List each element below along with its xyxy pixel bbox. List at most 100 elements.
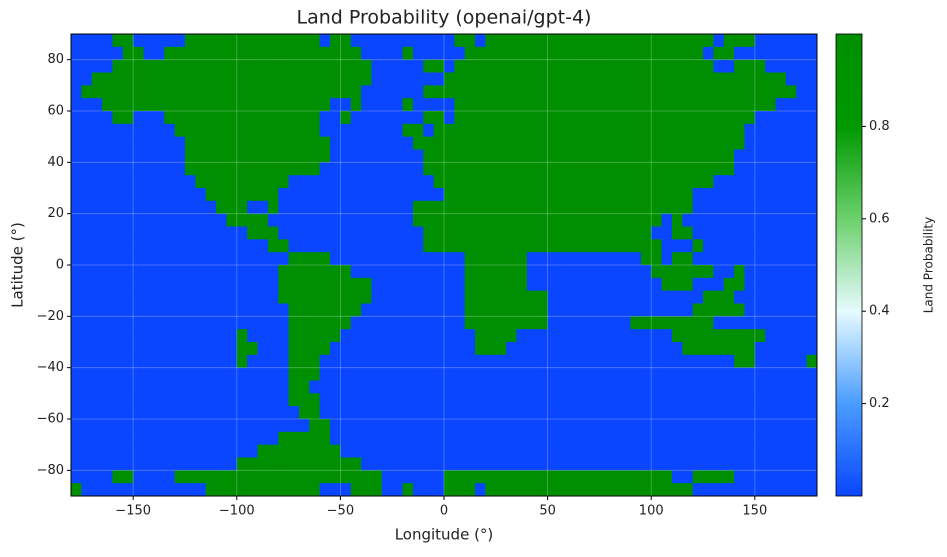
heatmap-cell	[703, 200, 714, 215]
heatmap-cell	[392, 393, 403, 407]
heatmap-cell	[381, 175, 393, 189]
heatmap-cell	[102, 380, 113, 394]
heatmap-cell	[319, 239, 331, 253]
heatmap-cell	[506, 59, 517, 73]
heatmap-cell	[350, 265, 362, 279]
heatmap-cell	[713, 265, 725, 279]
heatmap-cell	[485, 406, 497, 420]
heatmap-cell	[174, 431, 186, 446]
heatmap-cell	[236, 226, 248, 240]
heatmap-cell	[392, 46, 403, 61]
heatmap-cell	[485, 213, 497, 227]
heatmap-cell	[744, 342, 756, 356]
heatmap-cell	[599, 277, 611, 292]
heatmap-cell	[184, 380, 196, 394]
heatmap-cell	[516, 406, 528, 420]
heatmap-cell	[568, 470, 580, 484]
heatmap-cell	[184, 431, 196, 446]
heatmap-cell	[599, 239, 611, 253]
heatmap-cell	[392, 483, 403, 497]
y-tick-label: 20	[47, 206, 64, 221]
heatmap-cell	[703, 136, 714, 150]
heatmap-cell	[164, 188, 176, 202]
heatmap-cell	[257, 213, 269, 227]
heatmap-cell	[236, 213, 248, 227]
heatmap-cell	[568, 406, 580, 420]
heatmap-cell	[319, 380, 331, 394]
heatmap-cell	[754, 149, 766, 163]
heatmap-cell	[661, 162, 673, 176]
heatmap-cell	[537, 265, 549, 279]
heatmap-cell	[278, 329, 289, 343]
heatmap-cell	[671, 419, 683, 433]
heatmap-cell	[516, 111, 528, 125]
heatmap-cell	[91, 354, 103, 369]
heatmap-cell	[713, 367, 725, 381]
heatmap-cell	[371, 290, 383, 304]
colorbar	[835, 33, 863, 497]
heatmap-cell	[298, 265, 310, 279]
heatmap-cell	[309, 188, 321, 202]
heatmap-cell	[796, 46, 808, 61]
heatmap-cell	[288, 46, 300, 61]
heatmap-cell	[278, 393, 289, 407]
heatmap-cell	[630, 329, 642, 343]
heatmap-cell	[734, 46, 745, 61]
heatmap-cell	[216, 444, 227, 458]
heatmap-cell	[71, 34, 82, 48]
heatmap-cell	[495, 354, 507, 369]
heatmap-cell	[361, 277, 372, 292]
heatmap-cell	[371, 123, 383, 138]
heatmap-cell	[81, 252, 93, 266]
heatmap-cell	[133, 354, 144, 369]
heatmap-cell	[71, 252, 82, 266]
heatmap-cell	[661, 303, 673, 317]
heatmap-cell	[381, 252, 393, 266]
heatmap-cell	[557, 329, 569, 343]
heatmap-cell	[630, 277, 642, 292]
heatmap-cell	[744, 354, 756, 369]
heatmap-cell	[112, 470, 124, 484]
heatmap-cell	[454, 483, 466, 497]
heatmap-cell	[765, 123, 776, 138]
heatmap-cell	[547, 354, 559, 369]
heatmap-cell	[578, 175, 590, 189]
heatmap-cell	[547, 316, 559, 330]
heatmap-cell	[651, 367, 662, 381]
heatmap-cell	[371, 316, 383, 330]
heatmap-cell	[547, 406, 559, 420]
heatmap-cell	[589, 380, 600, 394]
heatmap-cell	[703, 431, 714, 446]
heatmap-cell	[216, 59, 227, 73]
heatmap-cell	[195, 444, 207, 458]
heatmap-cell	[775, 149, 787, 163]
heatmap-cell	[278, 342, 289, 356]
heatmap-cell	[102, 188, 113, 202]
heatmap-cell	[682, 265, 694, 279]
heatmap-cell	[578, 200, 590, 215]
heatmap-cell	[516, 329, 528, 343]
heatmap-cell	[444, 136, 455, 150]
heatmap-cell	[330, 98, 341, 112]
heatmap-cell	[775, 444, 787, 458]
heatmap-cell	[785, 380, 797, 394]
heatmap-cell	[133, 149, 144, 163]
heatmap-cell	[247, 329, 258, 343]
heatmap-cell	[164, 393, 176, 407]
heatmap-cell	[454, 98, 466, 112]
heatmap-cell	[609, 111, 621, 125]
heatmap-cell	[537, 149, 549, 163]
heatmap-cell	[433, 470, 445, 484]
heatmap-cell	[796, 175, 808, 189]
heatmap-cell	[671, 149, 683, 163]
chart-title: Land Probability (openai/gpt-4)	[297, 7, 592, 29]
heatmap-cell	[775, 380, 787, 394]
heatmap-cell	[381, 393, 393, 407]
heatmap-cell	[412, 483, 424, 497]
heatmap-cell	[713, 111, 725, 125]
heatmap-cell	[153, 226, 165, 240]
heatmap-cell	[340, 175, 352, 189]
heatmap-cell	[153, 239, 165, 253]
heatmap-cell	[785, 226, 797, 240]
heatmap-cell	[319, 303, 331, 317]
